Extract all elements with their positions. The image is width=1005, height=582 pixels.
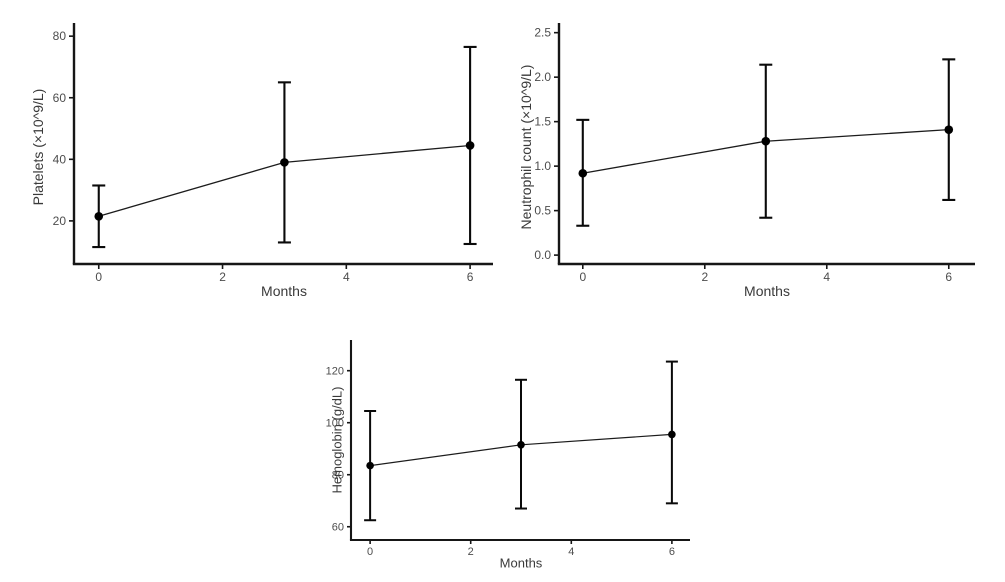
- hemoglobin-data-point: [366, 461, 374, 470]
- hemoglobin-y-tick-label: 80: [332, 469, 344, 481]
- platelets-data-point: [94, 211, 104, 221]
- hemoglobin-x-tick-label: 2: [468, 546, 474, 558]
- neutrophil-y-tick-label: 1.0: [534, 159, 551, 173]
- hemoglobin-data-point: [668, 430, 676, 439]
- platelets-data-point: [465, 141, 475, 150]
- neutrophil-data-point: [944, 125, 954, 134]
- neutrophil-y-tick-label: 2.0: [534, 70, 551, 84]
- hemoglobin-y-tick-label: 60: [332, 521, 344, 533]
- neutrophil-y-tick-label: 0.0: [534, 248, 551, 262]
- hemoglobin-y-tick-label: 100: [326, 417, 344, 429]
- chart-neutrophil: 0.0 0.5 1.0 1.5 2.0 2.5 0 2 4 6 Neutrophil count …: [505, 0, 1005, 315]
- hemoglobin-plot-area: 60 80 100 120 0 2 4 6: [326, 340, 690, 558]
- hemoglobin-x-tick-label: 0: [367, 546, 373, 558]
- platelets-x-tick-label: 2: [219, 270, 226, 284]
- hemoglobin-data-point: [517, 441, 525, 449]
- neutrophil-data-point: [761, 136, 771, 146]
- platelets-y-tick-label: 20: [53, 214, 67, 228]
- neutrophil-y-tick-label: 2.5: [534, 26, 551, 40]
- hemoglobin-y-tick-label: 120: [326, 365, 344, 377]
- neutrophil-x-tick-label: 0: [579, 270, 586, 284]
- neutrophil-x-tick-label: 6: [945, 270, 952, 284]
- platelets-data-point: [280, 158, 289, 167]
- chart-hemoglobin: 60 80 100 120 0 2 4 6 Hemoglobin (g/dL) Months: [300, 330, 730, 582]
- neutrophil-y-tick-label: 0.5: [534, 204, 551, 218]
- platelets-x-tick-label: 6: [467, 270, 474, 284]
- platelets-plot-area: 20 40 60 80 0 2 4 6: [53, 23, 493, 284]
- platelets-x-tick-label: 0: [95, 270, 102, 284]
- neutrophil-x-tick-label: 2: [701, 270, 708, 284]
- neutrophil-data-point: [578, 168, 588, 178]
- chart-platelets: 20 40 60 80 0 2 4 6 Platelets (×10^9/L) Months: [0, 0, 500, 315]
- platelets-x-tick-label: 4: [343, 270, 350, 284]
- neutrophil-y-tick-label: 1.5: [534, 115, 551, 129]
- platelets-y-tick-label: 40: [53, 152, 67, 166]
- neutrophil-plot-area: 0.0 0.5 1.0 1.5 2.0 2.5 0 2 4 6: [534, 23, 975, 284]
- hemoglobin-x-tick-label: 4: [568, 546, 574, 558]
- platelets-y-tick-label: 80: [53, 29, 67, 43]
- neutrophil-x-tick-label: 4: [823, 270, 830, 284]
- platelets-y-tick-label: 60: [53, 91, 67, 105]
- hemoglobin-x-tick-label: 6: [669, 546, 675, 558]
